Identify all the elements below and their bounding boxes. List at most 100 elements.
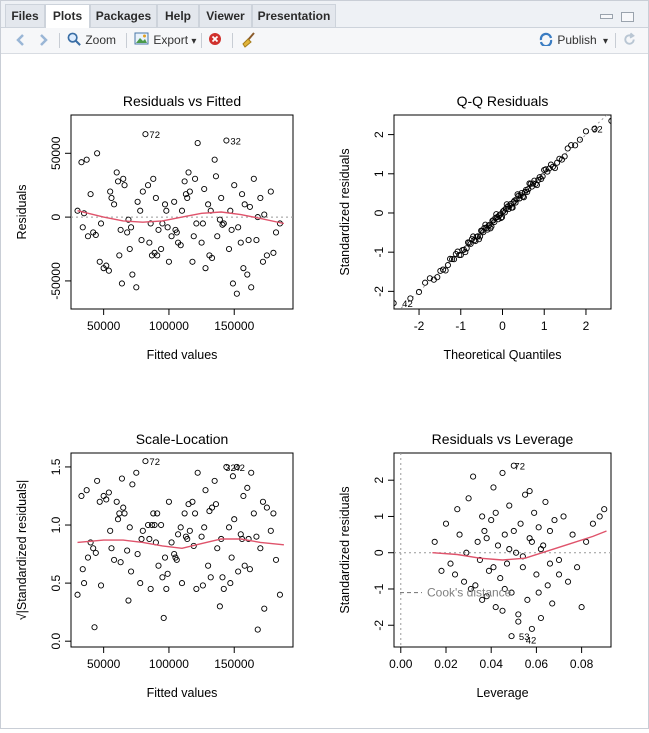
data-point bbox=[263, 252, 270, 259]
data-point bbox=[107, 188, 114, 195]
data-point bbox=[394, 300, 397, 307]
data-point bbox=[139, 527, 146, 534]
tab-plots[interactable]: Plots bbox=[45, 4, 90, 28]
tab-presentation[interactable]: Presentation bbox=[252, 4, 336, 27]
data-point bbox=[572, 142, 579, 149]
data-point bbox=[451, 571, 459, 578]
maximize-pane-icon[interactable] bbox=[621, 12, 634, 22]
data-point bbox=[582, 128, 590, 135]
data-point bbox=[488, 517, 495, 524]
toolbar-divider bbox=[615, 33, 616, 48]
export-button[interactable]: Export ▾ bbox=[134, 32, 196, 49]
tab-packages[interactable]: Packages bbox=[90, 4, 157, 27]
x-axis-label: Fitted values bbox=[147, 348, 218, 362]
data-point bbox=[438, 567, 445, 574]
data-point bbox=[216, 603, 223, 610]
data-point bbox=[442, 267, 449, 274]
data-point bbox=[118, 280, 125, 287]
data-point bbox=[158, 245, 165, 253]
data-point bbox=[94, 477, 101, 484]
data-point bbox=[219, 574, 226, 581]
clear-all-plots-button[interactable] bbox=[240, 32, 257, 49]
minimize-pane-icon[interactable] bbox=[599, 14, 613, 19]
data-point bbox=[591, 125, 598, 132]
data-point bbox=[97, 582, 105, 589]
tab-files[interactable]: Files bbox=[5, 4, 45, 27]
point-label: 42 bbox=[402, 299, 413, 310]
data-point bbox=[181, 178, 188, 185]
data-point bbox=[108, 194, 115, 202]
data-point bbox=[74, 591, 81, 598]
chart-panel-2: Q-Q Residuals -2 -1 0 1 2 -2 -1 0 1 2 Theoretical Q… bbox=[338, 93, 612, 362]
toolbar-divider bbox=[232, 33, 233, 48]
data-point bbox=[159, 574, 166, 581]
data-point bbox=[168, 539, 175, 546]
tab-viewer[interactable]: Viewer bbox=[199, 4, 252, 27]
data-point bbox=[163, 585, 170, 592]
data-point bbox=[498, 214, 505, 222]
point-label: 32 bbox=[592, 125, 603, 136]
zoom-button[interactable]: Zoom bbox=[67, 32, 116, 49]
data-point bbox=[182, 191, 189, 198]
toolbar-divider bbox=[126, 33, 127, 48]
back-arrow-icon[interactable] bbox=[13, 32, 29, 49]
x-tick-label: 0 bbox=[499, 319, 506, 333]
data-point bbox=[551, 165, 558, 172]
data-point bbox=[107, 527, 114, 534]
data-point bbox=[116, 510, 123, 517]
data-point bbox=[490, 484, 497, 491]
data-point bbox=[233, 463, 240, 470]
data-point bbox=[138, 535, 145, 543]
data-point bbox=[189, 258, 196, 265]
data-point bbox=[129, 271, 136, 278]
plot-region: 42 32 72 bbox=[394, 115, 611, 310]
data-point bbox=[508, 589, 515, 596]
y-tick-label: 1 bbox=[372, 513, 386, 520]
chevron-down-icon: ▾ bbox=[603, 36, 609, 47]
data-point bbox=[233, 290, 240, 297]
data-point bbox=[83, 156, 90, 163]
publish-button[interactable]: Publish ▾ bbox=[538, 32, 608, 49]
data-point bbox=[165, 498, 172, 505]
tab-help[interactable]: Help bbox=[157, 4, 199, 27]
forward-arrow-icon[interactable] bbox=[35, 32, 51, 49]
chart-title: Q-Q Residuals bbox=[457, 93, 549, 109]
x-tick-label: 1 bbox=[541, 319, 548, 333]
data-point bbox=[103, 262, 110, 269]
x-tick-label: 50000 bbox=[87, 657, 121, 671]
data-point bbox=[121, 510, 128, 517]
remove-plot-button[interactable] bbox=[208, 32, 222, 49]
data-point bbox=[270, 510, 277, 517]
refresh-button[interactable] bbox=[622, 32, 637, 49]
data-point bbox=[569, 531, 576, 538]
data-point bbox=[556, 155, 563, 162]
data-point bbox=[494, 542, 502, 549]
data-point bbox=[440, 266, 447, 273]
data-point bbox=[246, 566, 253, 573]
data-point bbox=[94, 150, 101, 157]
data-point bbox=[194, 140, 201, 147]
data-point bbox=[118, 475, 125, 482]
chevron-down-icon: ▾ bbox=[191, 36, 197, 47]
data-point bbox=[146, 535, 153, 543]
data-point bbox=[133, 284, 140, 291]
point-label: 72 bbox=[149, 457, 160, 468]
data-point bbox=[530, 180, 537, 187]
data-point bbox=[151, 521, 158, 529]
data-point bbox=[524, 188, 531, 196]
data-point bbox=[505, 205, 512, 213]
data-point bbox=[472, 582, 479, 589]
data-point bbox=[148, 521, 156, 529]
toolbar-divider bbox=[59, 33, 60, 48]
data-point bbox=[161, 554, 169, 561]
data-point bbox=[240, 492, 247, 500]
data-point bbox=[138, 237, 145, 244]
data-point bbox=[407, 295, 414, 302]
data-point bbox=[551, 517, 558, 524]
data-point bbox=[491, 218, 498, 226]
y-tick-label: 0.5 bbox=[49, 574, 63, 591]
data-point bbox=[155, 226, 162, 233]
data-point bbox=[185, 169, 192, 176]
data-point bbox=[493, 211, 500, 218]
data-point bbox=[250, 510, 257, 517]
